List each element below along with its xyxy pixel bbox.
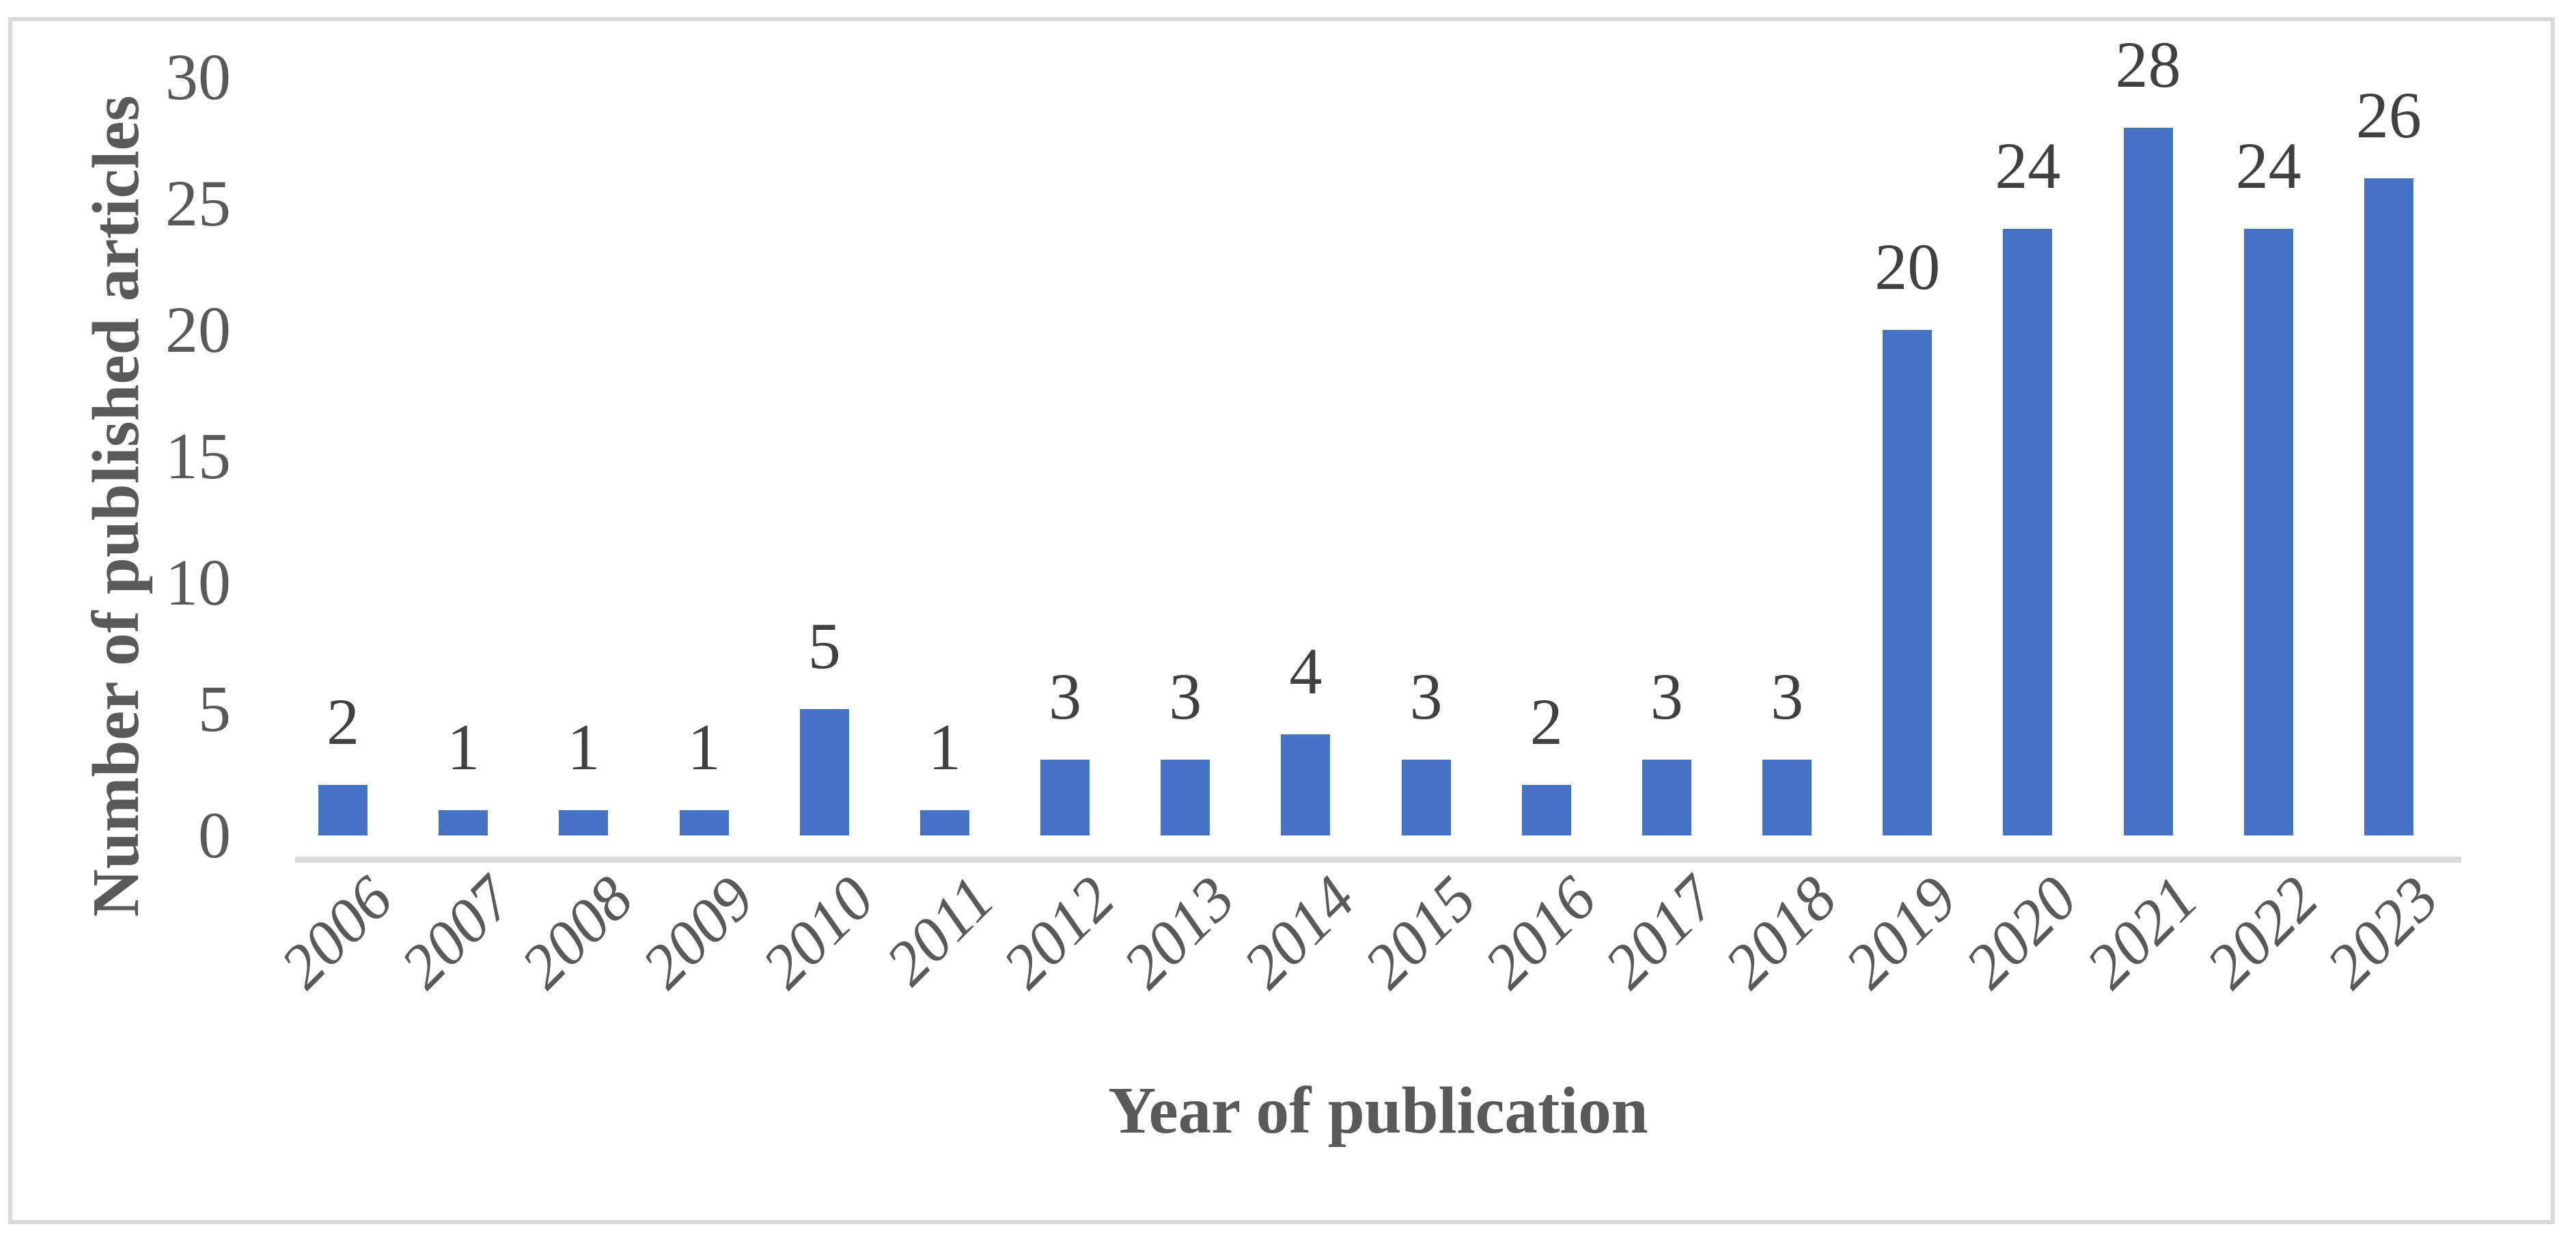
bar <box>318 785 368 835</box>
bar-value-label: 28 <box>2115 28 2181 101</box>
bar <box>2123 128 2173 835</box>
bar-value-label: 1 <box>928 710 961 784</box>
bar <box>679 810 729 835</box>
bar-value-label: 3 <box>1650 660 1683 733</box>
bar-value-label: 1 <box>567 710 600 784</box>
bar <box>1040 760 1090 835</box>
bar <box>2364 178 2413 835</box>
bar-value-label: 1 <box>447 710 480 784</box>
bar-value-label: 1 <box>687 710 721 784</box>
y-tick-label: 15 <box>165 419 231 493</box>
bar <box>1883 330 1933 835</box>
bar-value-label: 3 <box>1049 660 1082 733</box>
bar-value-label: 2 <box>327 685 360 758</box>
bar <box>1642 760 1691 835</box>
bar-value-label: 26 <box>2355 79 2422 152</box>
bar <box>1401 760 1451 835</box>
y-tick-label: 20 <box>165 293 231 366</box>
bar-value-label: 3 <box>1771 660 1804 733</box>
bar-value-label: 4 <box>1289 635 1322 708</box>
bar-value-label: 3 <box>1409 660 1443 733</box>
y-tick-label: 25 <box>165 167 231 240</box>
bar <box>919 810 969 835</box>
y-tick-label: 10 <box>165 546 231 619</box>
y-tick-label: 0 <box>198 799 231 872</box>
bar-value-label: 5 <box>807 609 841 682</box>
bar-value-label: 24 <box>1995 129 2061 202</box>
x-axis-title: Year of publication <box>1108 1074 1648 1147</box>
bar-value-label: 20 <box>1874 230 1941 303</box>
bar-value-label: 2 <box>1529 685 1563 758</box>
bar <box>559 810 609 835</box>
bar-value-label: 3 <box>1169 660 1202 733</box>
bar <box>1281 734 1331 835</box>
y-tick-label: 30 <box>165 40 231 113</box>
bar <box>799 709 849 835</box>
bar <box>2243 229 2293 835</box>
bar <box>1521 785 1571 835</box>
chart-frame: Number of published articles Year of pub… <box>8 17 2555 1224</box>
bar <box>439 810 488 835</box>
bar-value-label: 24 <box>2235 129 2301 202</box>
y-tick-label: 5 <box>198 672 231 745</box>
x-axis-line <box>295 857 2461 863</box>
bar <box>1161 760 1210 835</box>
bar <box>1762 760 1812 835</box>
bar <box>2003 229 2053 835</box>
